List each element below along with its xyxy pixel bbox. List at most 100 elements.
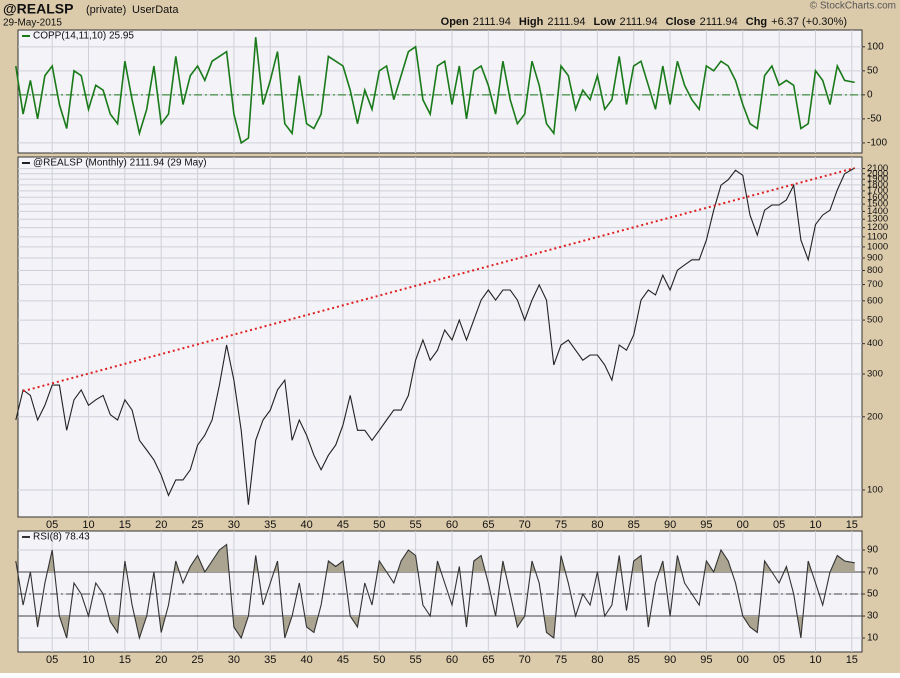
x-tick-label: 25 — [191, 654, 203, 666]
y-tick-label: 1600 — [867, 192, 888, 203]
source: UserData — [132, 4, 179, 16]
x-tick-label: 05 — [773, 654, 785, 666]
y-tick-label: 50 — [867, 65, 879, 76]
y-tick-label: 900 — [867, 253, 883, 264]
y-tick-label: 2100 — [867, 163, 888, 174]
y-tick-label: -50 — [867, 114, 882, 125]
y-tick-label: 10 — [867, 633, 879, 644]
x-tick-label: 30 — [228, 654, 240, 666]
x-tick-label: 10 — [809, 519, 821, 531]
y-tick-label: 0 — [867, 90, 873, 101]
series-line — [15, 37, 855, 145]
y-tick-label: 90 — [867, 545, 879, 556]
series-line — [15, 543, 855, 641]
x-tick-label: 60 — [446, 519, 458, 531]
x-tick-label: 75 — [555, 519, 567, 531]
x-tick-label: 50 — [373, 519, 385, 531]
x-tick-label: 70 — [519, 654, 531, 666]
y-tick-label: 1200 — [867, 222, 888, 233]
x-tick-label: 90 — [664, 519, 676, 531]
access: (private) — [86, 4, 126, 16]
y-tick-label: 70 — [867, 567, 879, 578]
panel — [17, 530, 863, 653]
x-tick-label: 45 — [337, 519, 349, 531]
legend-label: @REALSP (Monthly) 2111.94 (29 May) — [33, 158, 207, 169]
y-tick-label: 1400 — [867, 206, 888, 217]
x-tick-label: 30 — [228, 519, 240, 531]
x-tick-label: 65 — [482, 654, 494, 666]
quote-label: Open — [441, 16, 469, 28]
y-tick-label: 1900 — [867, 174, 888, 185]
x-tick-label: 95 — [700, 519, 712, 531]
x-tick-label: 10 — [809, 654, 821, 666]
x-tick-label: 20 — [155, 654, 167, 666]
y-tick-label: 300 — [867, 369, 883, 380]
quote-value: 2111.94 — [473, 16, 511, 28]
x-tick-label: 05 — [773, 519, 785, 531]
y-tick-label: 1500 — [867, 199, 888, 210]
x-tick-label: 15 — [119, 654, 131, 666]
y-tick-label: 30 — [867, 611, 879, 622]
y-tick-label: 1000 — [867, 241, 888, 252]
y-tick-label: 1800 — [867, 179, 888, 190]
x-tick-label: 00 — [737, 519, 749, 531]
quote-value: +6.37 (+0.30%) — [771, 16, 847, 28]
x-tick-label: 75 — [555, 654, 567, 666]
x-tick-label: 95 — [700, 654, 712, 666]
copyright: © StockCharts.com — [810, 1, 896, 12]
x-tick-label: 45 — [337, 654, 349, 666]
x-tick-label: 70 — [519, 519, 531, 531]
x-tick-label: 85 — [628, 654, 640, 666]
trendline — [22, 167, 855, 393]
y-tick-label: 100 — [867, 484, 883, 495]
y-tick-label: 200 — [867, 411, 883, 422]
x-tick-label: 35 — [264, 519, 276, 531]
x-tick-label: 35 — [264, 654, 276, 666]
x-tick-label: 15 — [846, 519, 858, 531]
x-tick-label: 85 — [628, 519, 640, 531]
x-tick-label: 05 — [46, 654, 58, 666]
x-tick-label: 55 — [410, 519, 422, 531]
quote: Open 2111.94 High 2111.94 Low 2111.94 Close 211… — [441, 16, 847, 28]
y-tick-label: 500 — [867, 315, 883, 326]
y-tick-label: 700 — [867, 279, 883, 290]
x-tick-label: 10 — [82, 654, 94, 666]
x-tick-label: 00 — [737, 654, 749, 666]
date: 29-May-2015 — [3, 18, 62, 29]
y-tick-label: 100 — [867, 41, 884, 52]
y-tick-label: -100 — [867, 138, 887, 149]
x-tick-label: 55 — [410, 654, 422, 666]
x-tick-label: 25 — [191, 519, 203, 531]
series-line — [15, 167, 855, 505]
x-tick-label: 20 — [155, 519, 167, 531]
quote-label: High — [519, 16, 544, 28]
x-tick-label: 60 — [446, 654, 458, 666]
x-tick-label: 40 — [300, 654, 312, 666]
quote-label: Close — [666, 16, 696, 28]
x-tick-label: 15 — [846, 654, 858, 666]
panel — [17, 156, 863, 518]
legend-label: COPP(14,11,10) 25.95 — [33, 31, 134, 42]
quote-value: 2111.94 — [620, 16, 658, 28]
y-tick-label: 1700 — [867, 185, 888, 196]
y-tick-label: 2000 — [867, 168, 888, 179]
x-tick-label: 50 — [373, 654, 385, 666]
y-tick-label: 800 — [867, 265, 883, 276]
legend-label: RSI(8) 78.43 — [33, 532, 90, 543]
y-tick-label: 1100 — [867, 231, 887, 242]
symbol: @REALSP — [3, 1, 73, 17]
x-tick-label: 15 — [119, 519, 131, 531]
quote-value: 2111.94 — [700, 16, 738, 28]
x-tick-label: 80 — [591, 519, 603, 531]
x-tick-label: 65 — [482, 519, 494, 531]
x-tick-label: 80 — [591, 654, 603, 666]
y-tick-label: 50 — [867, 589, 879, 600]
x-tick-label: 05 — [46, 519, 58, 531]
x-tick-label: 40 — [300, 519, 312, 531]
quote-value: 2111.94 — [547, 16, 585, 28]
x-tick-label: 10 — [82, 519, 94, 531]
rsi-fill — [36, 616, 803, 638]
quote-label: Low — [594, 16, 616, 28]
y-tick-label: 1300 — [867, 214, 888, 225]
